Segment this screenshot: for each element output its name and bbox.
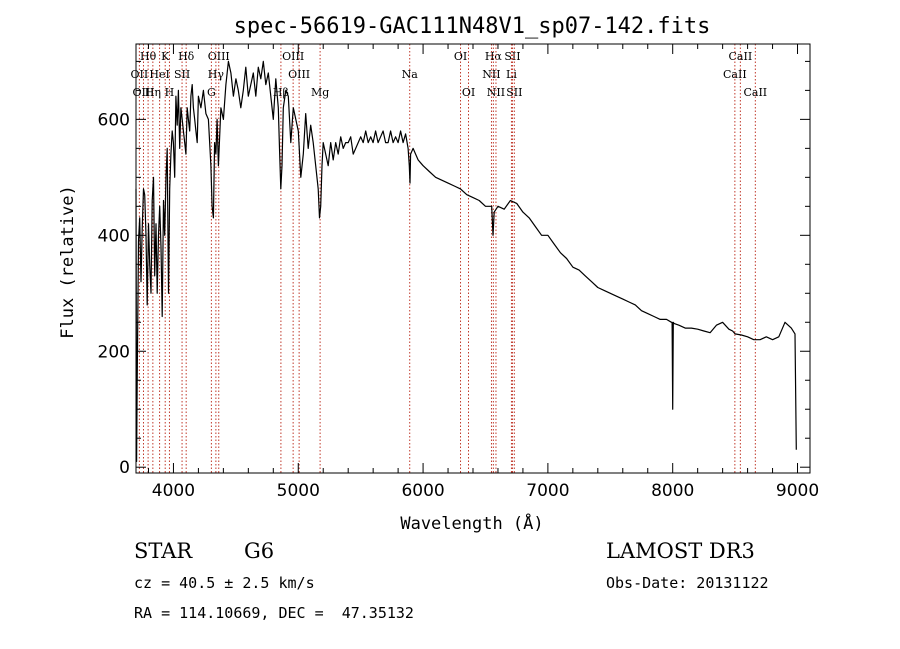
line-label-4: HeI bbox=[149, 68, 169, 81]
object-class: STAR bbox=[134, 539, 193, 563]
line-label-0: Hθ bbox=[140, 50, 157, 63]
line-label-20: NII bbox=[482, 68, 500, 81]
y-tick-label-600: 600 bbox=[98, 110, 130, 130]
object-subclass: G6 bbox=[244, 539, 275, 563]
plot-frame bbox=[135, 43, 811, 474]
coordinates: RA = 114.10669, DEC = 47.35132 bbox=[134, 604, 414, 622]
line-label-2: OIII bbox=[132, 86, 154, 99]
line-label-10: Hγ bbox=[208, 68, 225, 81]
line-label-19: Hα bbox=[485, 50, 503, 63]
line-label-11: G bbox=[207, 86, 216, 99]
line-label-16: Na bbox=[402, 68, 419, 81]
spectrum-series bbox=[135, 60, 797, 462]
x-tick-label-8000: 8000 bbox=[651, 481, 694, 501]
line-label-3: K bbox=[161, 50, 170, 63]
axis-ticks: 4000 5000 6000 7000 8000 9000 0 200 400 600 bbox=[98, 44, 819, 501]
line-label-26: CaII bbox=[723, 68, 747, 81]
x-axis-label: Wavelength (Å) bbox=[400, 512, 543, 534]
spectrum-line bbox=[135, 60, 797, 462]
line-label-1: OII bbox=[131, 68, 149, 81]
y-tick-label-0: 0 bbox=[119, 458, 130, 478]
line-label-24: SII bbox=[506, 86, 522, 99]
line-label-22: SII bbox=[504, 50, 520, 63]
line-label-7: H bbox=[165, 86, 175, 99]
x-tick-label-9000: 9000 bbox=[776, 481, 819, 501]
y-tick-label-400: 400 bbox=[98, 226, 130, 246]
line-label-5: Hη bbox=[145, 86, 161, 99]
line-label-13: OIII bbox=[282, 50, 304, 63]
line-label-23: Li bbox=[506, 68, 517, 81]
x-tick-label-4000: 4000 bbox=[152, 481, 195, 501]
line-label-9: OIII bbox=[208, 50, 230, 63]
line-label-8: Hδ bbox=[178, 50, 195, 63]
line-label-27: CaII bbox=[743, 86, 767, 99]
y-axis-label: Flux (relative) bbox=[58, 185, 78, 339]
survey-name: LAMOST DR3 bbox=[606, 539, 755, 563]
x-tick-label-6000: 6000 bbox=[401, 481, 444, 501]
line-label-15: Mg bbox=[311, 86, 329, 99]
line-label-14: OIII bbox=[288, 68, 310, 81]
redshift-value: cz = 40.5 ± 2.5 km/s bbox=[134, 574, 315, 592]
y-tick-label-200: 200 bbox=[98, 342, 130, 362]
line-label-18: OI bbox=[462, 86, 475, 99]
line-label-25: CaII bbox=[729, 50, 753, 63]
x-tick-label-5000: 5000 bbox=[277, 481, 320, 501]
line-label-17: OI bbox=[454, 50, 467, 63]
line-label-21: NII bbox=[487, 86, 505, 99]
obs-date: Obs-Date: 20131122 bbox=[606, 574, 769, 592]
chart-title: spec-56619-GAC111N48V1_sp07-142.fits bbox=[234, 14, 711, 39]
line-label-6: SII bbox=[174, 68, 190, 81]
x-tick-label-7000: 7000 bbox=[526, 481, 569, 501]
